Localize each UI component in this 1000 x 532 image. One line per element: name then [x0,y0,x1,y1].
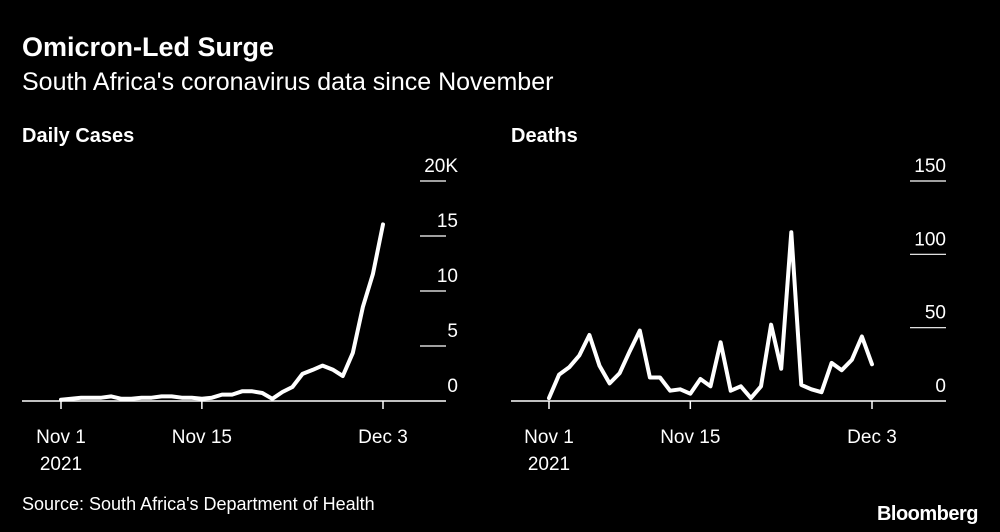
cases-panel: 0 5 10 15 20K Nov 1 Nov 15 Dec 3 2021 [22,156,458,475]
x-tick-label: Dec 3 [358,427,408,448]
y-tick-label: 100 [914,229,946,250]
x-tick-label: Nov 1 [524,427,574,448]
y-tick-label: 20K [424,156,458,177]
y-tick-label: 0 [447,376,458,397]
y-tick-label: 0 [935,376,946,397]
y-tick-label: 15 [437,211,458,232]
x-tick-label: Nov 15 [172,427,232,448]
x-tick-label: Dec 3 [847,427,897,448]
chart-title: Omicron-Led Surge [22,32,274,62]
deaths-line [547,230,874,401]
x-tick-label: Nov 15 [660,427,720,448]
y-tick-label: 10 [437,266,458,287]
y-tick-label: 5 [447,321,458,342]
y-tick-label: 150 [914,156,946,177]
panel-title-deaths: Deaths [511,125,578,147]
x-year-label: 2021 [528,454,570,475]
bloomberg-logo: Bloomberg [877,503,978,525]
y-tick-label: 50 [925,303,946,324]
x-year-label: 2021 [40,454,82,475]
chart-subtitle: South Africa's coronavirus data since No… [22,68,553,96]
panel-title-cases: Daily Cases [22,125,134,147]
deaths-panel: 0 50 100 150 Nov 1 Nov 15 Dec 3 2021 [511,156,946,475]
source-note: Source: South Africa's Department of Hea… [22,494,375,514]
cases-line [59,222,385,402]
x-tick-label: Nov 1 [36,427,86,448]
